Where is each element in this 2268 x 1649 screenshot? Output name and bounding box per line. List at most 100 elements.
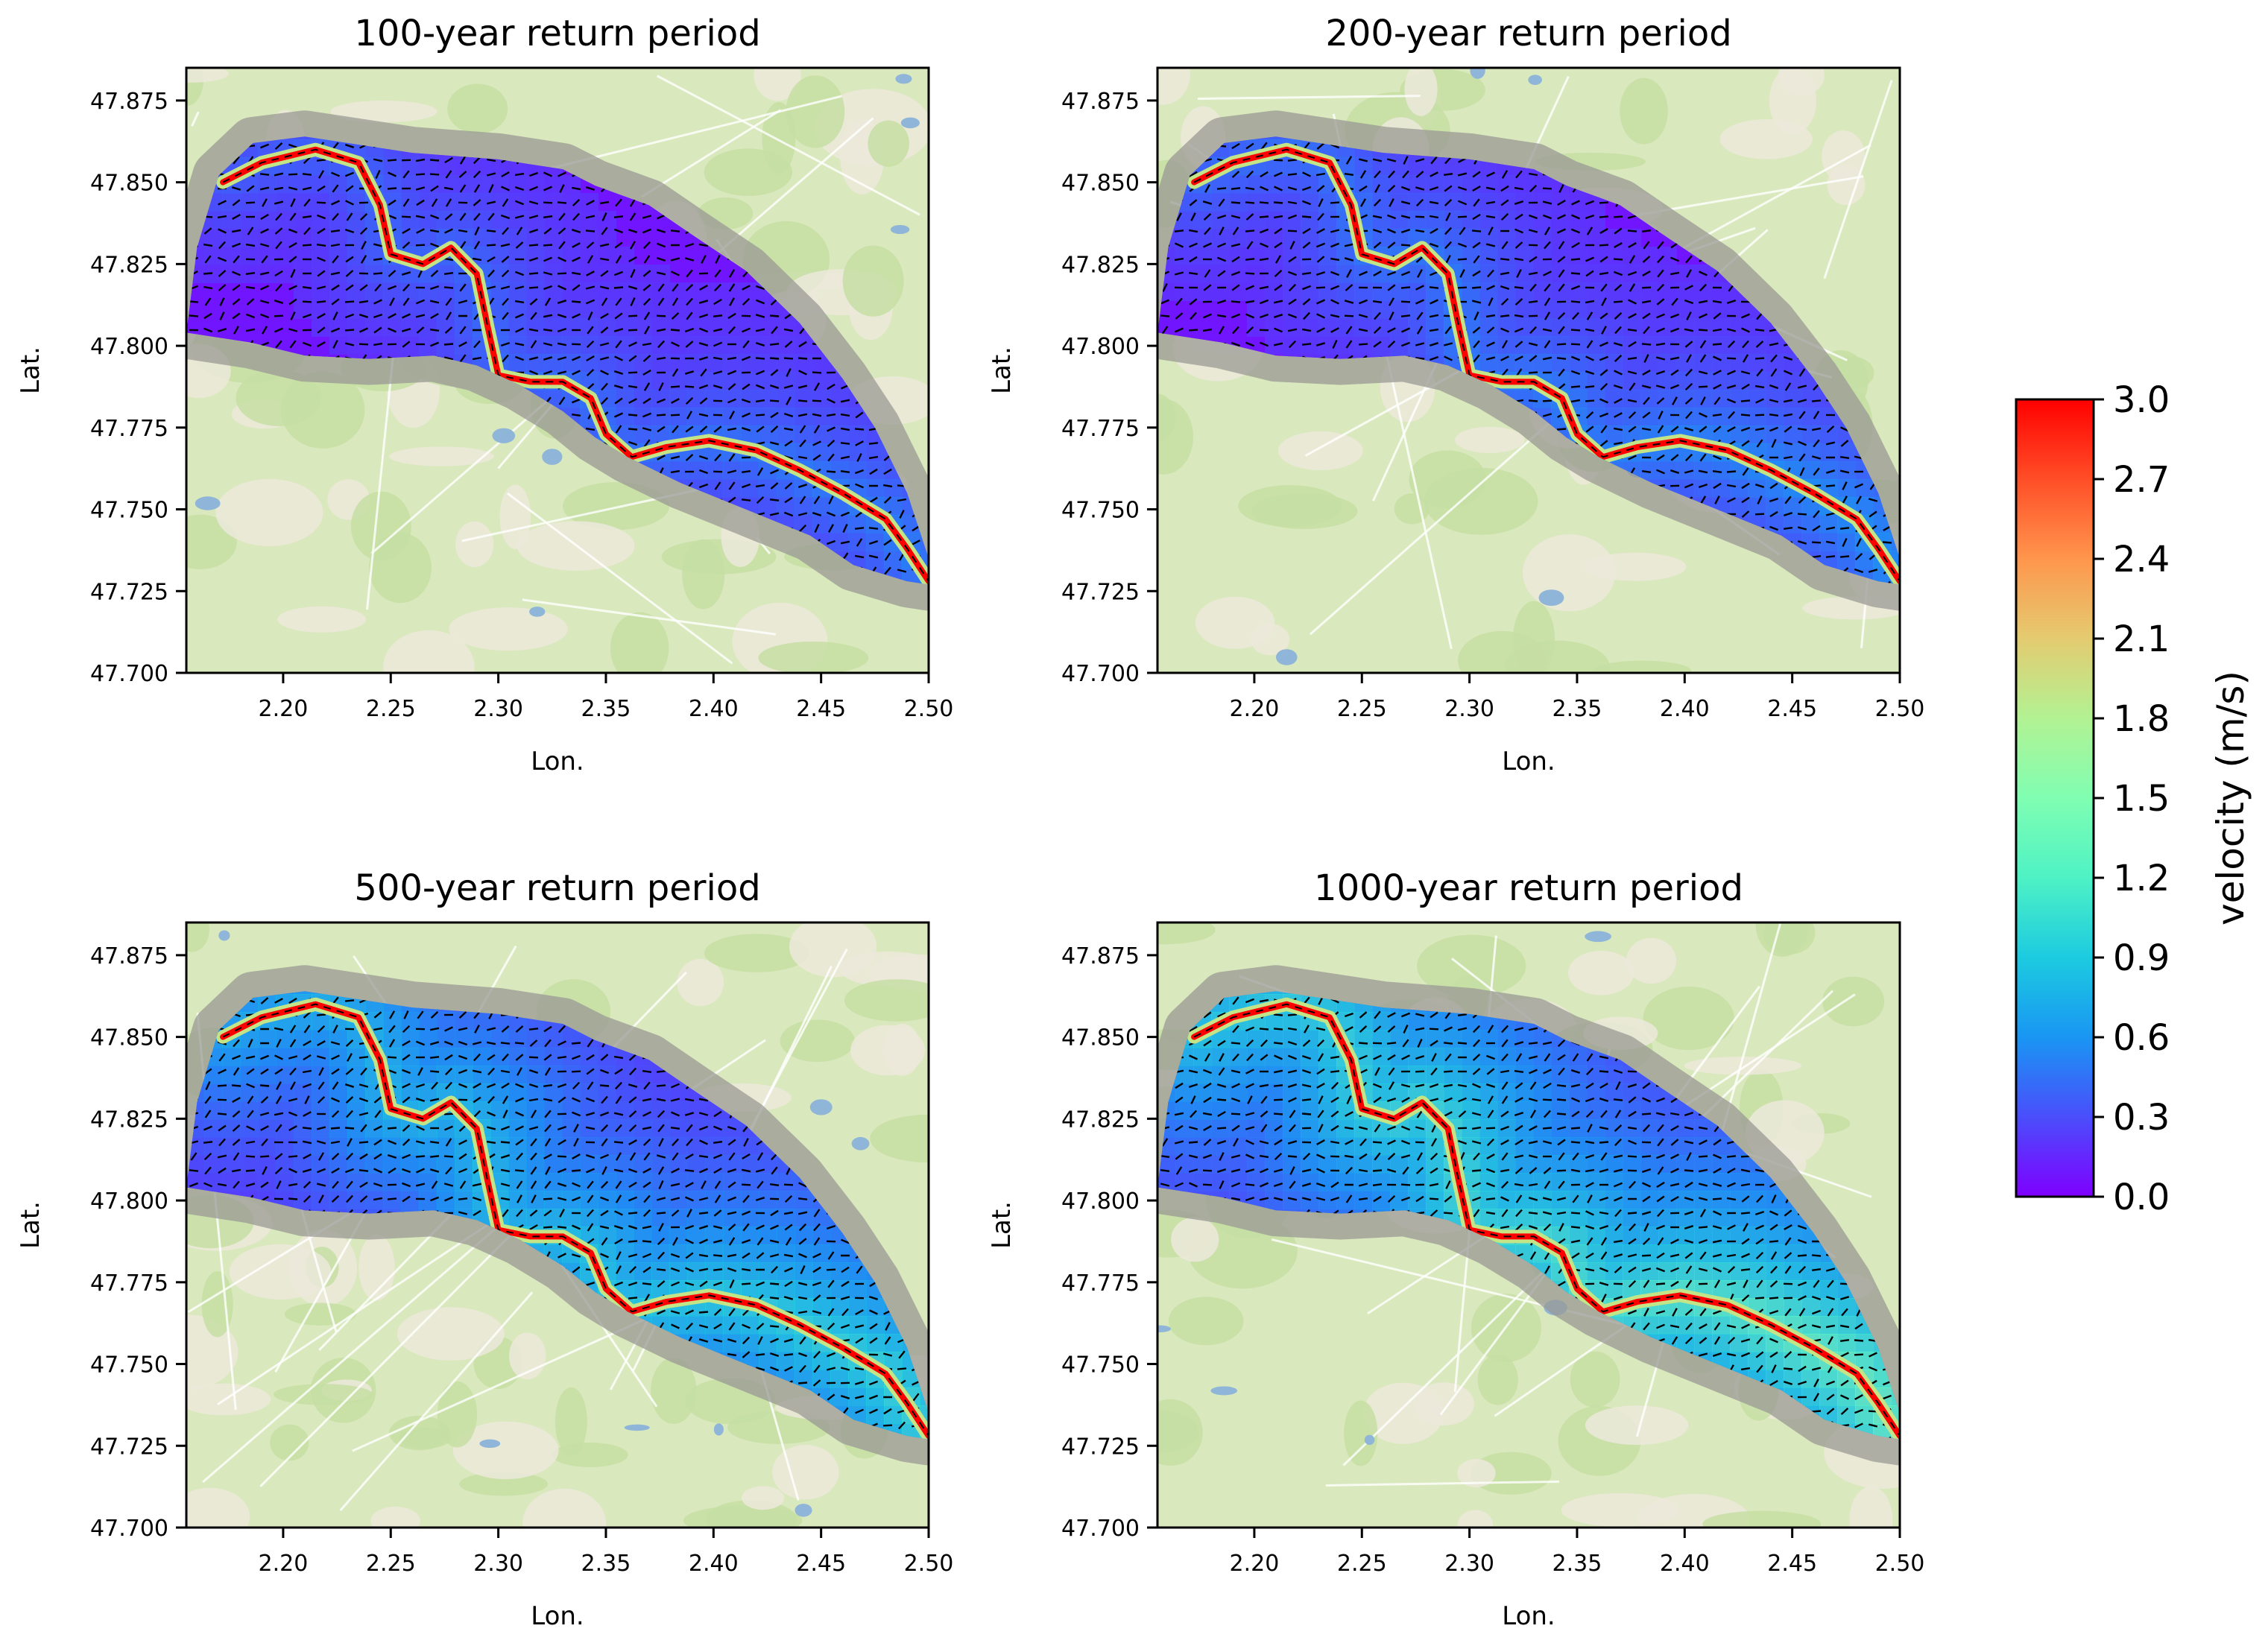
colorbar-tick-label: 0.6: [2113, 1017, 2170, 1059]
colorbar-tick-label: 2.4: [2113, 539, 2170, 580]
y-axis-label: Lat.: [987, 1201, 1017, 1249]
panel-500-year: 2.20 2.25 2.30 2.35 2.40 2.45 2.50 47.700 47.725…: [16, 867, 954, 1631]
y-axis-label: Lat.: [16, 1201, 45, 1249]
x-tick-label: 2.40: [689, 1551, 739, 1577]
x-tick-label: 2.40: [1660, 696, 1710, 722]
river-arrows: [222, 148, 929, 582]
x-tick-label: 2.50: [1875, 1551, 1925, 1577]
plot-area: [186, 68, 929, 673]
x-tick-label: 2.35: [1552, 696, 1602, 722]
plot-area: [1157, 68, 1900, 673]
river-arrows: [222, 1003, 929, 1437]
x-tick-label: 2.20: [259, 1551, 309, 1577]
x-axis-label: Lon.: [531, 747, 584, 776]
y-tick-label: 47.875: [1061, 943, 1140, 969]
y-tick-label: 47.825: [90, 1107, 168, 1133]
river-arrows: [1193, 1003, 1900, 1437]
colorbar-ticks: 0.0 0.3 0.6 0.9 1.2 1.5 1.8 2.1 2.4 2.7 3.0: [2094, 379, 2170, 1218]
y-tick-label: 47.725: [1061, 579, 1140, 605]
y-tick-label: 47.825: [1061, 252, 1140, 278]
colorbar-tick-label: 2.1: [2113, 618, 2170, 660]
y-tick-label: 47.850: [90, 1025, 168, 1051]
y-tick-label: 47.700: [1061, 661, 1140, 687]
axes-frame: [1156, 66, 1901, 674]
x-tick-label: 2.50: [904, 696, 954, 722]
y-tick-label: 47.875: [90, 943, 168, 969]
y-tick-label: 47.850: [1061, 1025, 1140, 1051]
colorbar-tick-label: 0.0: [2113, 1177, 2170, 1218]
y-tick-label: 47.700: [90, 1516, 168, 1542]
axes-frame: [1156, 921, 1901, 1529]
x-tick-label: 2.45: [796, 1551, 846, 1577]
colorbar-tick-label: 0.9: [2113, 937, 2170, 979]
y-tick-label: 47.775: [1061, 416, 1140, 442]
y-tick-label: 47.750: [90, 498, 168, 524]
colorbar-tick-label: 0.3: [2113, 1097, 2170, 1139]
panel-title: 1000-year return period: [1314, 867, 1743, 909]
x-tick-label: 2.25: [1337, 696, 1387, 722]
colorbar-tick-label: 1.5: [2113, 778, 2170, 820]
y-tick-label: 47.725: [90, 1434, 168, 1460]
panel-200-year: 2.20 2.25 2.30 2.35 2.40 2.45 2.50 47.700 47.725…: [987, 13, 1925, 776]
x-tick-label: 2.45: [1767, 1551, 1817, 1577]
axes-frame: [185, 921, 930, 1529]
y-tick-label: 47.800: [90, 1189, 168, 1215]
x-tick-label: 2.25: [366, 1551, 416, 1577]
x-tick-label: 2.45: [796, 696, 846, 722]
x-tick-label: 2.20: [259, 696, 309, 722]
x-axis-label: Lon.: [1502, 747, 1555, 776]
x-axis-label: Lon.: [531, 1601, 584, 1631]
x-tick-label: 2.30: [473, 696, 523, 722]
colorbar-label: velocity (m/s): [2209, 671, 2252, 925]
y-tick-label: 47.850: [1061, 171, 1140, 197]
y-tick-label: 47.875: [1061, 89, 1140, 115]
x-tick-label: 2.50: [1875, 696, 1925, 722]
y-tick-label: 47.775: [90, 1270, 168, 1297]
x-tick-label: 2.30: [1444, 696, 1494, 722]
panel-title: 200-year return period: [1325, 13, 1731, 54]
x-axis-label: Lon.: [1502, 1601, 1555, 1631]
panel-1000-year: 2.20 2.25 2.30 2.35 2.40 2.45 2.50 47.700 47.725…: [987, 867, 1925, 1631]
x-tick-label: 2.20: [1230, 696, 1280, 722]
y-axis-label: Lat.: [16, 346, 45, 394]
x-tick-label: 2.25: [366, 696, 416, 722]
y-tick-label: 47.825: [90, 252, 168, 278]
y-tick-label: 47.725: [90, 579, 168, 605]
y-tick-label: 47.825: [1061, 1107, 1140, 1133]
y-tick-label: 47.850: [90, 171, 168, 197]
colorbar-tick-label: 1.2: [2113, 858, 2170, 899]
y-tick-label: 47.800: [90, 334, 168, 360]
y-axis-label: Lat.: [987, 346, 1017, 394]
x-tick-label: 2.30: [473, 1551, 523, 1577]
y-tick-label: 47.875: [90, 89, 168, 115]
y-tick-label: 47.700: [90, 661, 168, 687]
x-tick-label: 2.20: [1230, 1551, 1280, 1577]
y-tick-label: 47.700: [1061, 1516, 1140, 1542]
y-tick-label: 47.800: [1061, 334, 1140, 360]
y-tick-label: 47.750: [1061, 1352, 1140, 1379]
colorbar-tick-label: 2.7: [2113, 459, 2170, 501]
y-tick-label: 47.750: [90, 1352, 168, 1379]
plot-area: [186, 922, 929, 1528]
x-tick-label: 2.45: [1767, 696, 1817, 722]
y-tick-label: 47.750: [1061, 498, 1140, 524]
axes-frame: [185, 66, 930, 674]
colorbar-tick-label: 1.8: [2113, 698, 2170, 740]
x-tick-label: 2.25: [1337, 1551, 1387, 1577]
x-tick-label: 2.35: [1552, 1551, 1602, 1577]
y-tick-label: 47.775: [1061, 1270, 1140, 1297]
colorbar-tick-label: 3.0: [2113, 379, 2170, 421]
y-tick-label: 47.800: [1061, 1189, 1140, 1215]
x-tick-label: 2.50: [904, 1551, 954, 1577]
y-tick-label: 47.775: [90, 416, 168, 442]
panel-100-year: 2.20 2.25 2.30 2.35 2.40 2.45 2.50 47.700 47.725…: [16, 13, 953, 776]
y-tick-label: 47.725: [1061, 1434, 1140, 1460]
panel-title: 500-year return period: [354, 867, 760, 909]
x-tick-label: 2.30: [1444, 1551, 1494, 1577]
plot-area: [1157, 922, 1900, 1528]
river-arrows: [1193, 148, 1900, 582]
colorbar-gradient: [2015, 398, 2095, 1198]
colorbar: 0.0 0.3 0.6 0.9 1.2 1.5 1.8 2.1 2.4 2.7 3.0 veloci…: [2015, 379, 2252, 1218]
x-tick-label: 2.40: [689, 696, 739, 722]
